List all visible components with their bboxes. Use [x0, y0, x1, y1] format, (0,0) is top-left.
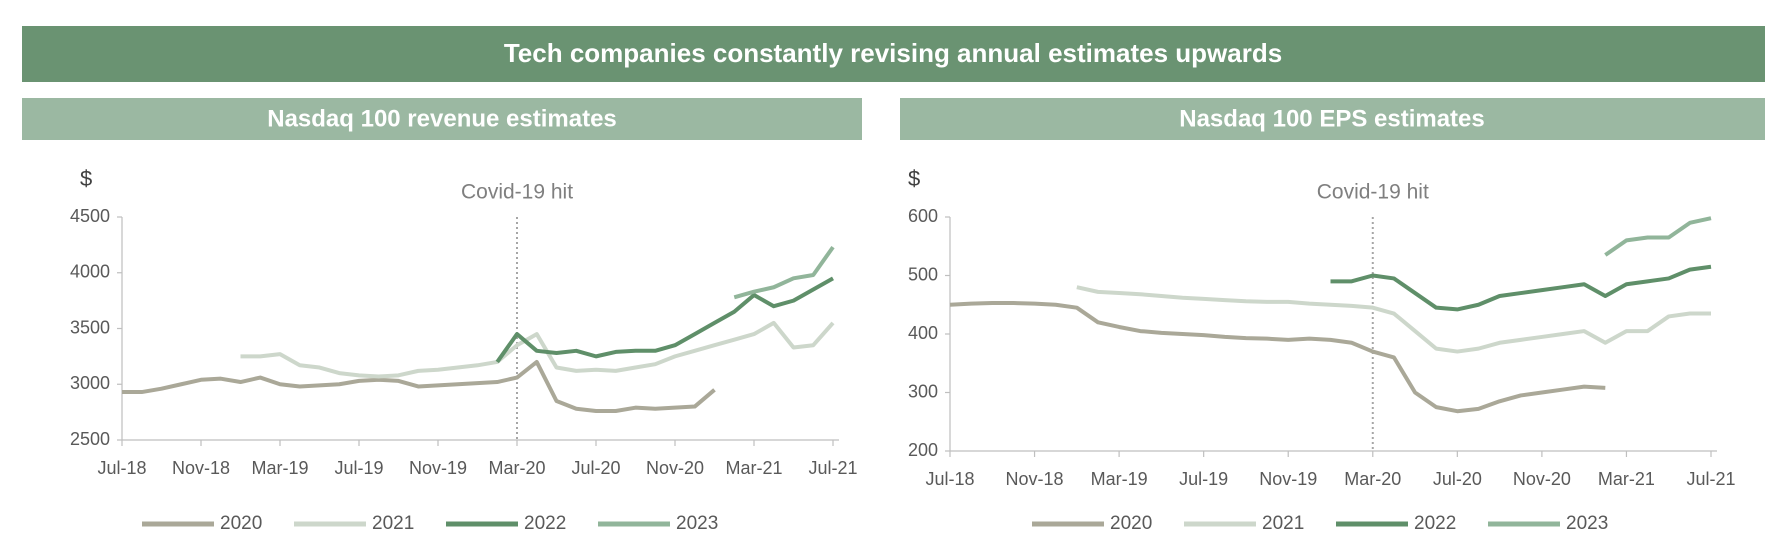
x-tick-label: Nov-20 — [1513, 469, 1571, 489]
x-tick-label: Jul-18 — [97, 458, 146, 478]
y-axis-label: $ — [908, 166, 920, 191]
legend-label: 2020 — [1110, 513, 1152, 534]
legend-label: 2021 — [372, 513, 414, 534]
x-tick-label: Mar-19 — [1091, 469, 1148, 489]
series-line — [949, 300, 1606, 414]
series-line — [1330, 264, 1712, 312]
annotation: Covid-19 hit — [461, 181, 573, 204]
x-tick-label: Jul-19 — [1179, 469, 1228, 489]
x-tick-label: Jul-20 — [1433, 469, 1482, 489]
annotation: Covid-19 hit — [1317, 181, 1429, 204]
legend-label: 2020 — [220, 513, 262, 534]
chart-title: Nasdaq 100 revenue estimates — [267, 105, 617, 132]
x-tick-label: Nov-19 — [409, 458, 467, 478]
y-tick-label: 600 — [908, 206, 938, 226]
x-tick-label: Mar-19 — [251, 458, 308, 478]
y-tick-label: 200 — [908, 440, 938, 460]
series-line — [733, 245, 835, 300]
x-tick-label: Jul-20 — [571, 458, 620, 478]
legend-label: 2023 — [676, 513, 718, 534]
y-tick-label: 3500 — [70, 317, 110, 337]
x-tick-label: Nov-18 — [172, 458, 230, 478]
y-tick-label: 4000 — [70, 262, 110, 282]
y-tick-label: 2500 — [70, 429, 110, 449]
y-axis-label: $ — [80, 166, 92, 191]
series-line — [495, 276, 834, 364]
series-line — [240, 320, 835, 379]
page-title: Tech companies constantly revising annua… — [504, 38, 1282, 68]
header-bar — [22, 26, 1765, 82]
x-tick-label: Mar-21 — [1598, 469, 1655, 489]
series-line — [1076, 285, 1711, 354]
legend-label: 2022 — [1414, 513, 1456, 534]
legend-label: 2022 — [524, 513, 566, 534]
x-tick-label: Nov-20 — [646, 458, 704, 478]
y-tick-label: 300 — [908, 381, 938, 401]
chart-title: Nasdaq 100 EPS estimates — [1179, 105, 1485, 132]
series-line — [1604, 216, 1712, 257]
y-tick-label: 3000 — [70, 373, 110, 393]
y-tick-label: 4500 — [70, 206, 110, 226]
subheader-bar — [22, 98, 862, 140]
x-tick-label: Mar-20 — [1344, 469, 1401, 489]
x-tick-label: Mar-21 — [725, 458, 782, 478]
x-tick-label: Mar-20 — [488, 458, 545, 478]
legend-label: 2023 — [1566, 513, 1608, 534]
subheader-bar — [900, 98, 1765, 140]
y-tick-label: 400 — [908, 323, 938, 343]
x-tick-label: Jul-18 — [925, 469, 974, 489]
x-tick-label: Jul-21 — [808, 458, 857, 478]
legend-label: 2021 — [1262, 513, 1304, 534]
x-tick-label: Nov-18 — [1006, 469, 1064, 489]
series-line — [122, 359, 716, 414]
y-tick-label: 500 — [908, 264, 938, 284]
x-tick-label: Jul-19 — [334, 458, 383, 478]
x-tick-label: Jul-21 — [1686, 469, 1735, 489]
x-tick-label: Nov-19 — [1259, 469, 1317, 489]
